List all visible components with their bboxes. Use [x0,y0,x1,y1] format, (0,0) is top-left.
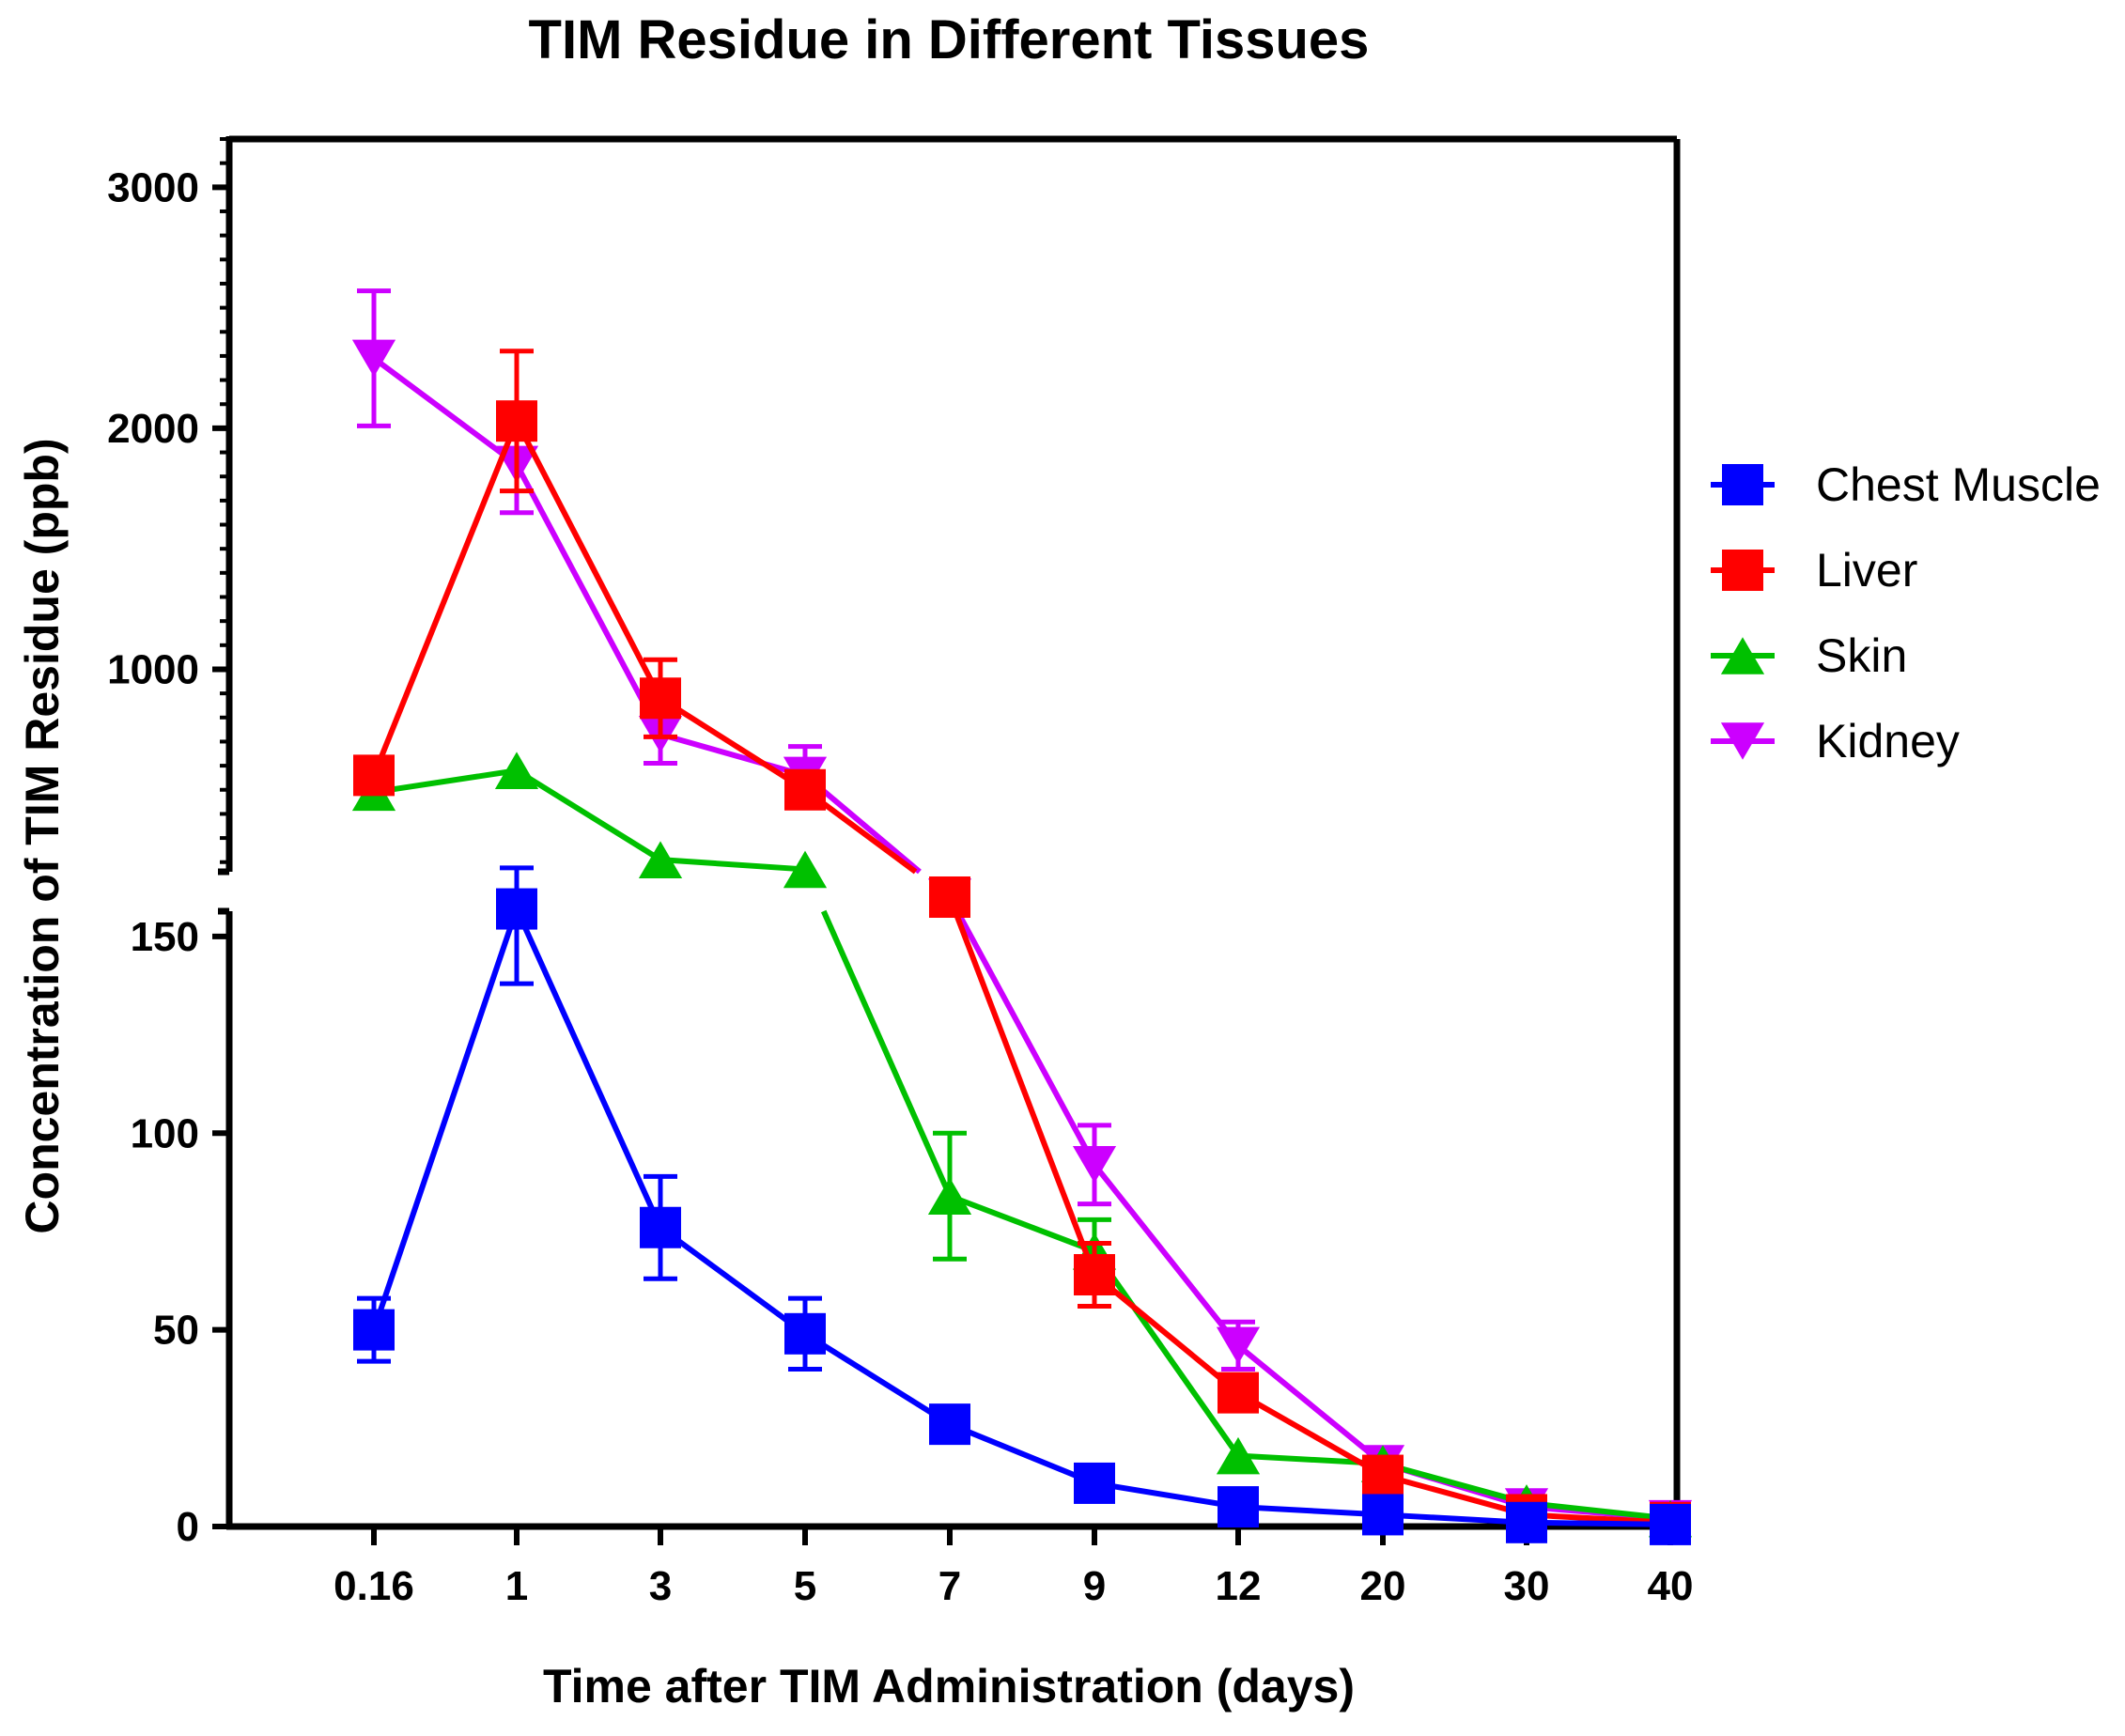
legend-item: Kidney [1711,715,1960,767]
series-line [1382,1511,1528,1526]
data-point [1216,1326,1261,1365]
data-point [1506,1501,1547,1543]
x-tick-label: 3 [649,1563,672,1609]
series-line [948,1193,1096,1254]
data-point [640,1206,681,1248]
y-tick-label: 100 [131,1110,199,1156]
series-line [371,420,520,777]
series-line [948,1421,1096,1486]
data-point [353,754,395,797]
y-tick-label: 3000 [107,164,199,210]
data-point [496,888,537,930]
series-line [1093,1272,1240,1395]
series-line [514,462,663,736]
x-tick-label: 30 [1504,1563,1550,1609]
data-point [1074,1462,1115,1504]
legend: Chest Muscle Liver Skin Kidney [1711,458,2101,767]
data-point [1074,1254,1115,1295]
x-tick-label: 7 [938,1563,961,1609]
data-point [929,876,970,918]
y-tick-label: 150 [131,914,199,960]
series-line [820,909,953,1198]
axes [212,135,1681,1545]
series-line [803,1331,952,1427]
data-point [784,768,826,811]
series-line [1092,1162,1241,1348]
series-chest-muscle [353,865,1691,1545]
series-line [515,767,662,862]
series-line [1094,1480,1239,1511]
legend-label: Liver [1816,544,1917,597]
series-line [1236,1343,1385,1466]
data-point [927,1177,972,1216]
series-line [372,356,519,467]
legend-marker [1720,637,1765,674]
series-line [514,907,663,1229]
series-line [1526,1499,1671,1522]
y-axis-label: Concentration of TIM Residue (ppb) [16,438,69,1233]
series-line [373,767,518,796]
x-tick-label: 20 [1360,1563,1406,1609]
data-point [351,339,396,378]
data-point [1218,1486,1259,1528]
series-line [1237,1504,1384,1518]
data-point [1072,1145,1117,1184]
legend-label: Skin [1816,629,1907,682]
legend-label: Chest Muscle [1816,458,2101,511]
series-line [1382,1472,1528,1518]
series-line [659,731,806,779]
x-tick-label: 0.16 [333,1563,414,1609]
x-axis-label: Time after TIM Administration (days) [543,1660,1355,1713]
x-tick-label: 40 [1648,1563,1694,1609]
series-line [1092,1249,1241,1458]
series-kidney [351,288,1693,1538]
y-tick-label: 0 [177,1504,199,1550]
plot-area [351,288,1693,1545]
x-tick-label: 5 [794,1563,816,1609]
tick-labels: 1000 2000 3000 0 50 100 150 0.16 1 3 5 7 9 12 20 30 40 [107,164,1693,1609]
x-tick-label: 12 [1216,1563,1262,1609]
x-tick-label: 1 [505,1563,528,1609]
data-point [1650,1503,1691,1545]
series-line [947,895,1097,1277]
legend-marker [1722,464,1763,505]
series-skin [351,752,1693,1538]
legend-item: Liver [1711,544,1917,597]
data-point [638,841,683,878]
legend-label: Kidney [1816,715,1960,767]
y-tick-label: 50 [153,1308,199,1354]
series-line [371,907,520,1331]
data-point [929,1403,970,1446]
legend-marker [1722,550,1763,591]
data-point [494,752,539,790]
legend-item: Skin [1711,629,1907,682]
data-point [353,1309,395,1351]
series-line [659,857,806,873]
x-tick-label: 9 [1083,1563,1106,1609]
series-line [514,419,663,700]
legend-marker [1720,722,1765,760]
data-point [784,1312,826,1355]
series-line [659,695,807,793]
data-point [1218,1372,1259,1414]
y-tick-label: 2000 [107,406,199,452]
data-point [640,677,681,720]
series-line [659,1225,807,1337]
y-tick-label: 1000 [107,646,199,692]
series-liver [353,349,1691,1543]
series-line [1236,1390,1385,1479]
series-line [947,895,1097,1167]
series-line [1382,1461,1528,1506]
series-line [1526,1511,1671,1526]
series-line [1526,1519,1671,1527]
legend-item: Chest Muscle [1711,458,2101,511]
data-point [1362,1454,1404,1496]
data-point [783,850,828,889]
data-point [1216,1436,1261,1475]
data-point [1362,1494,1404,1536]
chart-title: TIM Residue in Different Tissues [529,9,1370,70]
data-point [496,400,537,442]
